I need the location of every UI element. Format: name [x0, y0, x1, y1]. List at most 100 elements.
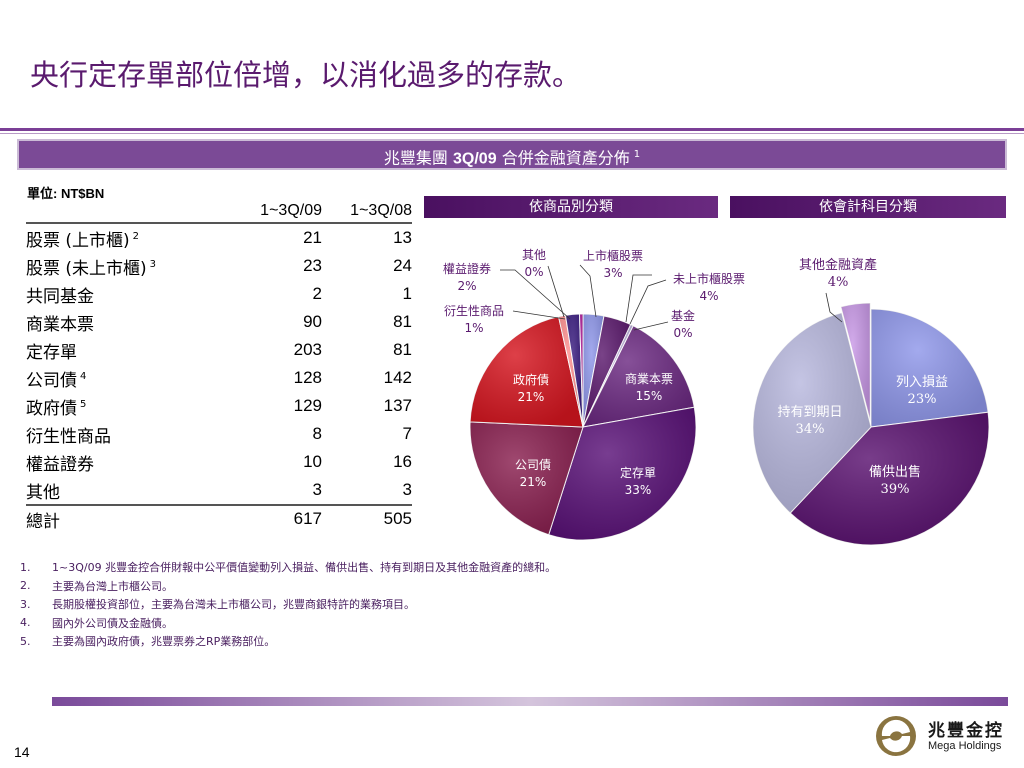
chart-title-product: 依商品別分類 — [424, 196, 718, 218]
slice-percent: 33% — [625, 483, 652, 497]
unit-label: 單位: NT$BN — [27, 186, 105, 201]
row-label: 商業本票 — [26, 310, 232, 335]
pie-slice-shade — [840, 303, 871, 422]
table-row: 商業本票 90 81 — [26, 308, 412, 336]
row-label: 衍生性商品 — [26, 422, 232, 447]
slice-percent: 1% — [464, 321, 483, 335]
leader-line — [629, 279, 667, 325]
slice-name: 政府債 — [513, 372, 549, 387]
row-value-2009: 23 — [303, 256, 322, 275]
row-label: 其他 — [26, 478, 232, 503]
row-value-2008: 3 — [402, 480, 412, 499]
row-value-2008: 24 — [393, 256, 412, 275]
slice-name: 其他金融資產 — [799, 257, 877, 273]
pie-label: 商業本票 15% — [625, 371, 673, 403]
row-value-2009: 3 — [312, 480, 322, 499]
footnote-text: 國內外公司債及金融債。 — [52, 616, 173, 630]
row-value-2008: 1 — [402, 284, 412, 303]
row-label-text: 共同基金 — [26, 286, 94, 307]
leader-line — [579, 264, 597, 318]
table-row: 權益證券 10 16 — [26, 448, 412, 476]
table-row: 其他 3 3 — [26, 476, 412, 504]
slice-name: 公司債 — [515, 457, 551, 472]
slice-percent: 34% — [796, 422, 825, 437]
slice-percent: 4% — [828, 275, 849, 290]
row-value-2008: 81 — [393, 312, 412, 331]
row-footnote-ref: 4 — [80, 370, 87, 382]
footnote-text: 長期股權投資部位，主要為台灣未上市櫃公司，兆豐商銀特許的業務項目。 — [52, 598, 415, 612]
page-number: 14 — [14, 744, 30, 760]
header-col-2009: 1~3Q/09 — [260, 202, 322, 219]
row-label-text: 公司債 — [26, 370, 77, 391]
footnote-text: 1~3Q/09 兆豐金控合併財報中公平價值變動列入損益、備供出售、持有到期日及其… — [52, 561, 557, 575]
footnote-number: 3. — [20, 597, 31, 611]
pie-slice-shade — [548, 407, 696, 540]
logo-name-en: Mega Holdings — [928, 740, 1002, 752]
banner-footnote-ref: 1 — [633, 149, 641, 160]
slice-name: 權益證券 — [443, 261, 491, 276]
footnote-number: 4. — [20, 616, 31, 630]
pie-label: 權益證券 2% — [443, 261, 491, 293]
row-value-2009: 90 — [303, 312, 322, 331]
pie-label: 基金 0% — [671, 308, 695, 340]
table-row: 定存單 203 81 — [26, 336, 412, 364]
pie-label: 政府債 21% — [513, 372, 549, 404]
pie-slice-shade — [470, 316, 583, 427]
slice-percent: 4% — [699, 289, 718, 303]
footnote-text: 主要為台灣上市櫃公司。 — [52, 579, 173, 593]
row-footnote-ref: 5 — [80, 398, 87, 410]
row-value-2009: 128 — [293, 368, 322, 387]
row-label: 權益證券 — [26, 450, 232, 475]
row-label-text: 權益證券 — [26, 454, 94, 475]
section-banner: 兆豐集團 3Q/09 合併金融資產分佈 1 — [17, 139, 1007, 170]
row-value-2008: 505 — [383, 509, 412, 528]
row-value-2008: 81 — [393, 340, 412, 359]
row-label: 股票 (上市櫃) 2 — [26, 226, 232, 251]
banner-prefix: 兆豐集團 — [383, 148, 454, 168]
row-label: 公司債 4 — [26, 366, 232, 391]
row-label: 定存單 — [26, 338, 232, 363]
row-label: 共同基金 — [26, 282, 232, 307]
row-value-2009: 2 — [312, 284, 322, 303]
row-value-2009: 203 — [293, 340, 322, 359]
footnote: 2. 主要為台灣上市櫃公司。 — [20, 577, 556, 596]
slice-percent: 23% — [908, 392, 937, 407]
slice-percent: 15% — [636, 389, 663, 403]
pie-slice-shade — [753, 312, 871, 514]
slice-name: 定存單 — [620, 465, 656, 480]
slice-name: 衍生性商品 — [444, 303, 504, 318]
row-label-text: 股票 (未上市櫃) — [26, 258, 147, 279]
row-footnote-ref: 3 — [149, 258, 157, 270]
banner-period: 3Q/09 — [453, 150, 497, 168]
pie-label: 定存單 33% — [620, 465, 656, 497]
pie-label: 上市櫃股票 3% — [583, 248, 643, 280]
pie-label: 持有到期日 34% — [777, 405, 842, 437]
slice-name: 列入損益 — [896, 375, 948, 390]
pie-product — [469, 313, 697, 541]
leader-line — [500, 269, 571, 320]
row-value-2008: 16 — [393, 452, 412, 471]
pie-slice-shade — [790, 412, 989, 545]
footnote-text: 主要為國內政府債，兆豐票券之RP業務部位。 — [52, 635, 276, 649]
pie-slice-shade — [871, 309, 989, 427]
pie-label: 其他 0% — [522, 248, 546, 279]
pie-label: 備供出售 39% — [869, 464, 921, 497]
table-row: 股票 (上市櫃) 2 21 13 — [26, 224, 412, 252]
pie-slice-shade — [579, 314, 583, 427]
slice-name: 上市櫃股票 — [583, 248, 643, 263]
row-value-2009: 10 — [303, 452, 322, 471]
row-value-2009: 8 — [312, 424, 322, 443]
footnote-number: 2. — [20, 579, 31, 593]
footer-bar — [52, 697, 1008, 706]
slice-percent: 2% — [457, 279, 476, 293]
row-label-text: 股票 (上市櫃) — [26, 230, 130, 251]
title-divider — [0, 128, 1024, 131]
row-value-2009: 21 — [303, 228, 322, 247]
footnote: 3. 長期股權投資部位，主要為台灣未上市櫃公司，兆豐商銀特許的業務項目。 — [20, 595, 556, 614]
row-value-2009: 617 — [293, 509, 322, 528]
footnote-number: 5. — [20, 634, 31, 648]
pie-charts: 商業本票 15% 定存單 33% 公司債 21% 政府債 21% 上市櫃股票 3% 未上市櫃股票 4%… — [443, 248, 990, 546]
slice-percent: 3% — [603, 266, 622, 280]
row-label-text: 政府債 — [26, 398, 77, 419]
pie-accounting — [752, 302, 990, 546]
